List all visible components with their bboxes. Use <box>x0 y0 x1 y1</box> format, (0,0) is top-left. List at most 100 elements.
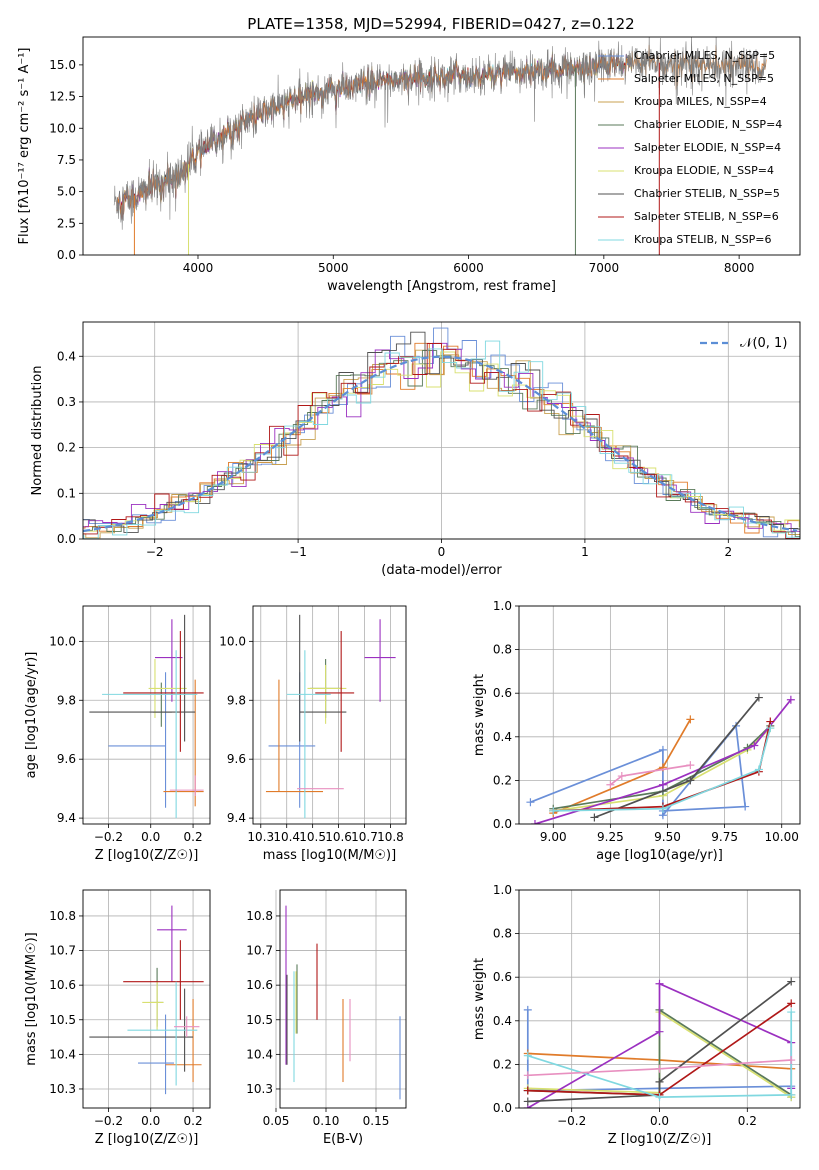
y-tick-label: 0.2 <box>493 773 512 787</box>
weight-point-marker <box>523 1071 532 1080</box>
x-tick-label: 7000 <box>589 261 620 275</box>
weight-point-marker <box>655 1093 664 1102</box>
legend-entry: Chabrier MILES, N_SSP=5 <box>634 49 775 62</box>
x-tick-label: 0.05 <box>263 1114 290 1128</box>
y-axis-label: mass [log10(M/M☉)] <box>24 932 39 1065</box>
x-tick-label: 0.15 <box>363 1114 390 1128</box>
weight-point-marker <box>655 1064 664 1073</box>
x-tick-label: 10.8 <box>377 830 404 844</box>
weight-point-marker <box>523 1097 532 1106</box>
weight-point-marker <box>530 820 539 824</box>
weight-point-marker <box>658 804 667 813</box>
weight-point-marker <box>754 693 763 702</box>
plot-frame <box>82 889 211 1109</box>
weight-lines <box>526 693 795 824</box>
weight-point-marker <box>526 798 535 807</box>
weight-point-marker <box>750 741 759 750</box>
plot-frame <box>518 889 801 1109</box>
errorbars <box>89 614 204 819</box>
legend-entry: Salpeter STELIB, N_SSP=6 <box>634 210 779 223</box>
weight-point-marker <box>655 1077 664 1086</box>
y-tick-label: 1.0 <box>493 599 512 613</box>
axes-massweight-vs-Z: −0.2 0.0 0.2 0.0 0.2 0.4 0.6 0.8 1.0 Z [log10(Z/Z… <box>472 883 801 1147</box>
x-tick-label: 10.4 <box>273 830 300 844</box>
y-tick-label: 10.3 <box>246 1082 273 1096</box>
y-tick-label: 0.2 <box>493 1057 512 1071</box>
legend: Chabrier MILES, N_SSP=5 Salpeter MILES, N… <box>598 49 782 246</box>
x-tick-label: 0.10 <box>313 1114 340 1128</box>
data-spectrum-line <box>113 37 767 230</box>
plots-layer: 4000 5000 6000 7000 80000.02.55.07.510.012.5… <box>17 36 801 1147</box>
x-axis-label: Z [log10(Z/Z☉)] <box>608 1132 712 1147</box>
weight-point-marker <box>549 806 558 815</box>
x-tick-label: 0.2 <box>184 1114 203 1128</box>
y-tick-label: 2.5 <box>57 216 76 230</box>
x-tick-label: 10.7 <box>351 830 378 844</box>
weight-series-line <box>527 1012 793 1098</box>
weight-point-marker <box>658 745 667 754</box>
weight-series-line <box>530 723 747 818</box>
weight-point-marker <box>655 1027 664 1036</box>
x-axis-label: Z [log10(Z/Z☉)] <box>95 1132 199 1147</box>
residual-histogram <box>83 340 800 539</box>
y-tick-label: 0.4 <box>493 1014 512 1028</box>
weight-series-line <box>553 727 772 812</box>
y-tick-label: 9.8 <box>57 693 76 707</box>
weight-point-marker <box>658 780 667 789</box>
y-tick-label: 10.6 <box>246 978 273 992</box>
y-tick-label: 10.5 <box>49 1013 76 1027</box>
y-tick-label: 1.0 <box>493 883 512 897</box>
legend-entry: Chabrier STELIB, N_SSP=5 <box>634 187 780 200</box>
y-tick-label: 10.5 <box>246 1013 273 1027</box>
legend: 𝒩(0, 1) <box>700 336 787 351</box>
axes-mass-vs-Z: −0.2 0.0 0.2 10.3 10.4 10.5 10.6 10.7 10.8 Z [log… <box>24 889 211 1147</box>
weight-point-marker <box>786 695 795 704</box>
plot-frame <box>82 36 801 256</box>
legend-entry: Kroupa MILES, N_SSP=4 <box>634 95 767 108</box>
plot-frame <box>82 321 801 540</box>
legend-entry: Chabrier ELODIE, N_SSP=4 <box>634 118 782 131</box>
weight-point-marker <box>766 724 775 733</box>
x-tick-label: 4000 <box>183 261 214 275</box>
y-axis-label: Flux [fλ10⁻¹⁷ erg cm⁻² s⁻¹ A⁻¹] <box>17 48 32 245</box>
y-tick-label: 10.0 <box>219 634 246 648</box>
x-tick-label: 0.2 <box>738 1114 757 1128</box>
y-tick-label: 0.4 <box>493 730 512 744</box>
y-tick-label: 7.5 <box>57 153 76 167</box>
plot-frame <box>518 605 801 825</box>
legend-entry: 𝒩(0, 1) <box>740 336 787 351</box>
spectrum-lines <box>113 37 767 255</box>
legend-entry: Kroupa STELIB, N_SSP=6 <box>634 233 772 246</box>
y-tick-label: 0.0 <box>493 1101 512 1115</box>
weight-series-line <box>553 725 771 810</box>
y-tick-label: 0.0 <box>493 817 512 831</box>
plot-frame <box>82 605 211 825</box>
x-tick-label: 10.00 <box>765 830 799 844</box>
errorbars <box>89 905 204 1095</box>
x-tick-label: 9.00 <box>540 830 567 844</box>
y-tick-label: 0.1 <box>57 486 76 500</box>
x-tick-label: 1 <box>581 545 589 559</box>
y-tick-label: 15.0 <box>49 58 76 72</box>
x-tick-label: 9.25 <box>597 830 624 844</box>
residual-histogram <box>83 349 800 539</box>
residual-histogram <box>83 351 800 532</box>
y-tick-label: 12.5 <box>49 90 76 104</box>
y-tick-label: 9.4 <box>227 811 246 825</box>
y-tick-label: 9.6 <box>227 752 246 766</box>
y-tick-label: 5.0 <box>57 185 76 199</box>
legend-entry: Salpeter MILES, N_SSP=5 <box>634 72 774 85</box>
y-tick-label: 10.4 <box>49 1047 76 1061</box>
x-tick-label: −0.2 <box>94 1114 123 1128</box>
y-axis-label: mass weight <box>472 674 487 756</box>
residual-histogram <box>83 343 800 539</box>
y-axis-label: mass weight <box>472 958 487 1040</box>
x-tick-label: −0.2 <box>94 830 123 844</box>
page-title: PLATE=1358, MJD=52994, FIBERID=0427, z=0… <box>247 15 634 33</box>
weight-point-marker <box>686 776 695 785</box>
x-tick-label: 0.0 <box>650 1114 669 1128</box>
residual-histogram <box>83 350 800 538</box>
weight-point-marker <box>606 780 615 789</box>
weight-point-marker <box>787 999 796 1008</box>
